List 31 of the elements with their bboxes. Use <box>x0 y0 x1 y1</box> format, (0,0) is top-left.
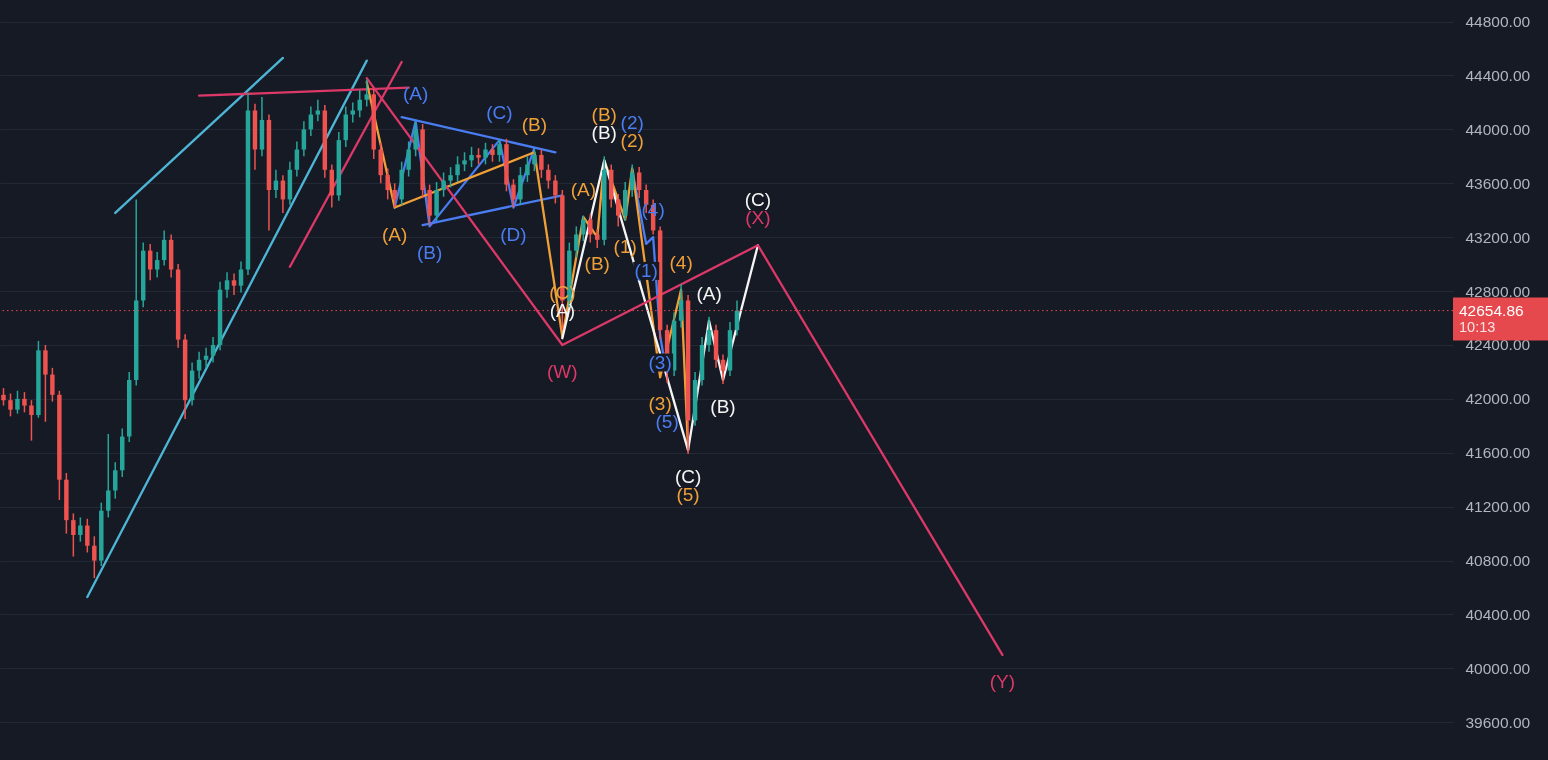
y-tick-label: 40400.00 <box>1465 605 1531 623</box>
annotation: (B) <box>710 396 736 417</box>
y-tick-label: 40800.00 <box>1465 552 1531 570</box>
annotation: (3) <box>648 351 672 373</box>
y-tick-label: 42000.00 <box>1465 390 1531 408</box>
annotation: (B) <box>521 114 548 136</box>
ref-line-label: 42654.86 10:13 <box>1459 301 1524 335</box>
y-tick-label: 44800.00 <box>1465 13 1531 31</box>
annotation: (B) <box>416 242 443 264</box>
y-tick-label: 40000.00 <box>1465 659 1531 677</box>
y-tick-label: 43200.00 <box>1465 228 1531 246</box>
annotation: (A) <box>402 83 429 105</box>
annotation: (A) <box>382 223 408 245</box>
annotation: (W) <box>547 360 578 382</box>
annotation: (B) <box>584 253 610 275</box>
annotation: (D) <box>500 223 527 245</box>
y-tick-label: 43600.00 <box>1465 174 1531 192</box>
y-tick-label: 42400.00 <box>1465 336 1531 354</box>
y-tick-label: 41600.00 <box>1465 444 1531 462</box>
annotation: (A) <box>696 282 722 304</box>
annotation: (4) <box>669 251 693 273</box>
annotation: (1) <box>634 259 658 281</box>
y-tick-label: 41200.00 <box>1465 498 1531 516</box>
y-tick-label: 44400.00 <box>1465 66 1531 84</box>
annotation: (C) <box>486 102 513 124</box>
y-tick-label: 39600.00 <box>1465 713 1531 731</box>
annotation: (3) <box>648 393 672 415</box>
annotation: (A) <box>570 178 596 200</box>
annotation: (Y) <box>989 670 1016 692</box>
y-tick-label: 42800.00 <box>1465 282 1531 300</box>
y-tick-label: 44000.00 <box>1465 120 1531 138</box>
